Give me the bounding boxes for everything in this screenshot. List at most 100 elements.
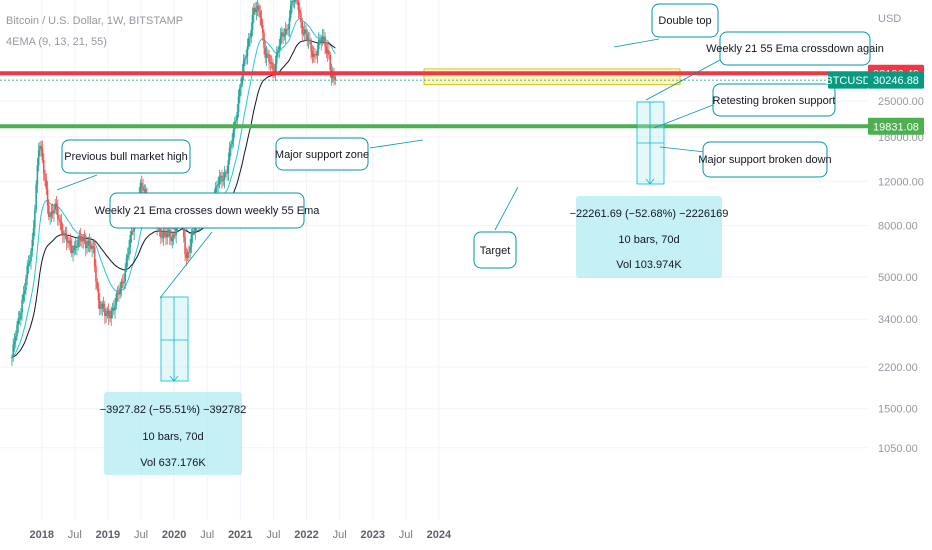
candle-body bbox=[46, 189, 49, 206]
candle bbox=[163, 227, 166, 239]
candle bbox=[56, 199, 59, 226]
candle bbox=[48, 199, 50, 221]
y-tick-label: 1500.00 bbox=[878, 404, 918, 416]
candle-body bbox=[328, 50, 330, 56]
callout-ema-crossdown-again-text: Weekly 21 55 Ema crossdown again bbox=[706, 43, 884, 55]
candle-body bbox=[16, 324, 18, 337]
candle bbox=[73, 241, 76, 256]
candle bbox=[267, 48, 269, 59]
candle bbox=[140, 175, 143, 193]
candle-body bbox=[240, 83, 242, 88]
candle-body bbox=[174, 234, 176, 236]
candle-body bbox=[300, 13, 302, 22]
candle-body bbox=[73, 245, 76, 251]
candle-body bbox=[310, 41, 312, 52]
candle bbox=[111, 302, 114, 319]
candle-body bbox=[39, 145, 41, 151]
candle-body bbox=[278, 45, 281, 50]
candle bbox=[328, 43, 330, 60]
candle bbox=[291, 0, 293, 14]
candle-body bbox=[172, 234, 175, 238]
candle-body bbox=[31, 239, 34, 252]
candle-body bbox=[18, 318, 21, 320]
candle bbox=[110, 306, 113, 326]
symbol-title[interactable]: Bitcoin / U.S. Dollar, 1W, BITSTAMP bbox=[6, 15, 183, 27]
candle-body bbox=[291, 0, 293, 6]
indicator-legend[interactable]: 4EMA (9, 13, 21, 55) bbox=[6, 36, 107, 48]
price-axis[interactable]: USD 70000.0025000.0018000.0012000.008000… bbox=[878, 0, 924, 455]
candle bbox=[35, 180, 37, 214]
candle-body bbox=[297, 1, 300, 11]
callout-pointers bbox=[56, 38, 721, 299]
candle bbox=[22, 285, 25, 304]
candle bbox=[312, 46, 315, 63]
candle bbox=[39, 141, 41, 157]
candle-body bbox=[268, 54, 270, 63]
candle-body bbox=[86, 245, 88, 249]
candle-body bbox=[93, 247, 96, 267]
candle bbox=[218, 169, 221, 189]
candle-body bbox=[23, 290, 26, 294]
candle bbox=[269, 54, 272, 71]
candle-body bbox=[55, 203, 58, 208]
candle-body bbox=[98, 300, 101, 309]
candle-body bbox=[264, 47, 267, 58]
candle-body bbox=[139, 182, 142, 193]
callout-ema-crossdown-again[interactable]: Weekly 21 55 Ema crossdown again bbox=[706, 31, 884, 66]
candle-body bbox=[302, 33, 305, 35]
candle bbox=[315, 51, 317, 60]
candle-body bbox=[161, 237, 163, 239]
candle-body bbox=[232, 129, 235, 141]
candle bbox=[184, 229, 186, 262]
candle bbox=[116, 286, 119, 302]
candle-body bbox=[293, 0, 296, 3]
candle-body bbox=[255, 9, 258, 13]
candle-body bbox=[97, 288, 100, 301]
candle-body bbox=[110, 310, 113, 319]
candle-body bbox=[14, 336, 17, 341]
candle bbox=[129, 230, 132, 254]
candle-body bbox=[259, 11, 261, 18]
candle-body bbox=[186, 251, 189, 258]
candle-body bbox=[166, 232, 169, 238]
candle-body bbox=[286, 29, 288, 31]
candle bbox=[289, 0, 292, 22]
candle-body bbox=[250, 29, 253, 38]
callout-ema-crosses-down[interactable]: Weekly 21 Ema crosses down weekly 55 Ema bbox=[95, 192, 321, 229]
candle-body bbox=[239, 87, 241, 97]
time-axis[interactable]: 2018 Jul 2019 Jul 2020 Jul 2021 Jul 2022 Jul 2023 J… bbox=[29, 529, 452, 541]
candle-body bbox=[124, 268, 127, 282]
candle bbox=[226, 165, 228, 181]
candle-body bbox=[87, 240, 90, 246]
candle-body bbox=[50, 211, 53, 216]
candle bbox=[65, 226, 68, 251]
callout-double-top[interactable]: Double top bbox=[651, 3, 719, 38]
candle bbox=[275, 46, 278, 71]
candle bbox=[16, 321, 18, 341]
callout-target[interactable]: Target bbox=[473, 231, 517, 269]
candle bbox=[67, 235, 69, 248]
candle-body bbox=[284, 29, 287, 36]
candle-body bbox=[277, 49, 279, 53]
callout-major-support-zone[interactable]: Major support zone bbox=[275, 137, 369, 171]
candle bbox=[93, 239, 96, 273]
callout-major-support-zone-text: Major support zone bbox=[275, 149, 369, 161]
candle bbox=[55, 195, 58, 215]
candle-body bbox=[17, 318, 20, 325]
candle-body bbox=[307, 39, 310, 41]
candle bbox=[186, 248, 189, 262]
candle-body bbox=[125, 258, 128, 269]
candle bbox=[84, 233, 87, 257]
callout-retesting-support[interactable]: Retesting broken support bbox=[712, 83, 836, 117]
candle bbox=[27, 255, 30, 275]
candle bbox=[60, 213, 63, 235]
y-tick-label: 3400.00 bbox=[878, 314, 918, 326]
support-price-tag: 19831.08 bbox=[868, 117, 924, 135]
candle-body bbox=[214, 187, 217, 197]
callout-major-support-broken[interactable]: Major support broken down bbox=[698, 141, 832, 178]
candle-body bbox=[237, 96, 240, 112]
candle-body bbox=[96, 281, 99, 289]
callout-previous-high[interactable]: Previous bull market high bbox=[61, 139, 191, 174]
candle bbox=[31, 232, 34, 257]
